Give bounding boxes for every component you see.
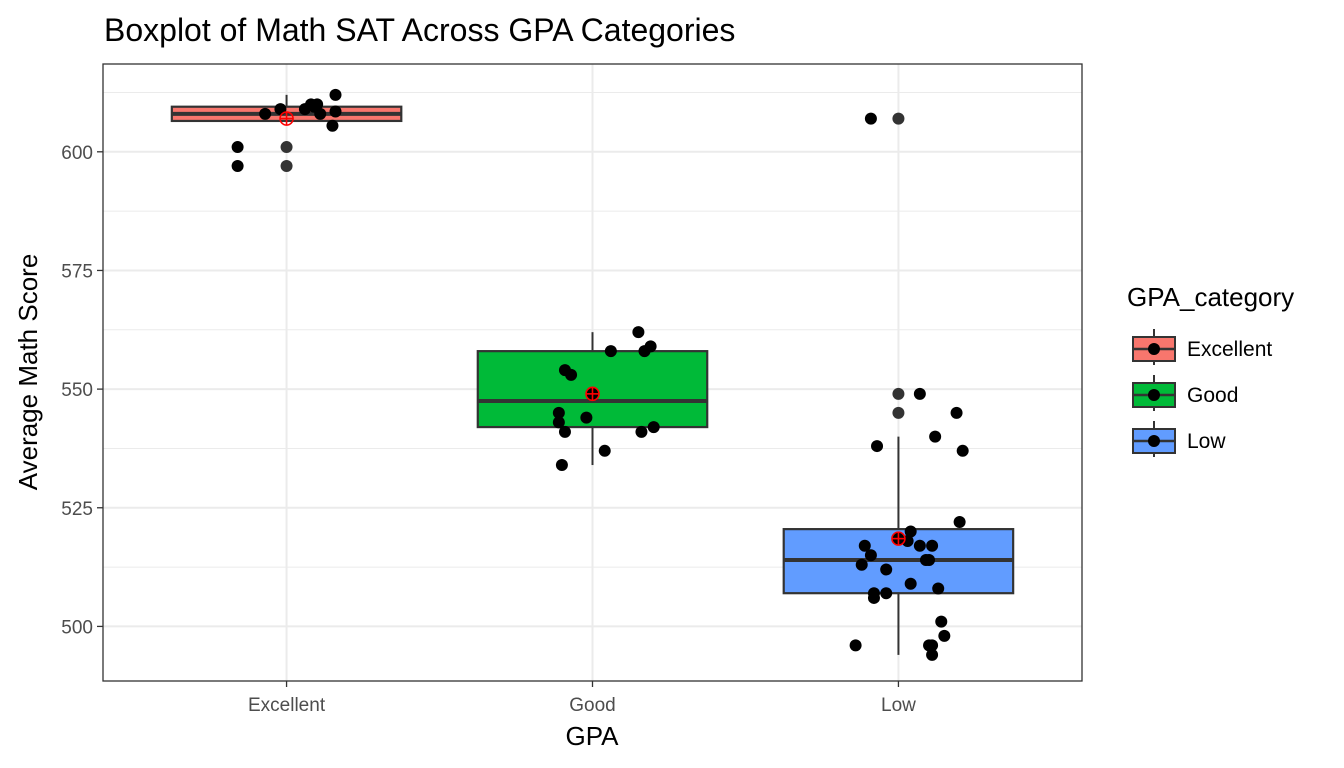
data-point (552, 406, 565, 419)
data-point (932, 582, 945, 595)
data-point (647, 421, 660, 434)
legend-key-point (1148, 343, 1160, 355)
mean-marker (279, 111, 294, 126)
mean-marker (585, 386, 600, 402)
data-point (849, 639, 862, 652)
data-points (231, 88, 969, 661)
data-point (558, 425, 571, 438)
data-point (953, 516, 966, 529)
y-tick-label: 550 (61, 380, 93, 401)
legend-label: Good (1187, 384, 1238, 407)
data-point (867, 587, 880, 600)
x-tick-label: Good (569, 695, 615, 716)
data-point (923, 553, 936, 566)
data-point (904, 577, 917, 590)
data-point (632, 326, 645, 339)
data-point (231, 160, 244, 173)
data-point (314, 107, 327, 120)
legend-item-excellent: Excellent (1132, 329, 1272, 365)
data-point (950, 406, 963, 419)
data-point (635, 425, 648, 438)
outlier-point (280, 160, 293, 173)
data-point (926, 648, 939, 661)
mean-marker (891, 531, 906, 546)
legend-item-good: Good (1132, 375, 1238, 411)
data-point (274, 103, 287, 116)
data-point (329, 105, 342, 118)
data-point (644, 340, 657, 353)
data-point (864, 112, 877, 125)
legend: GPA_category Excellent Good Low (1127, 282, 1294, 457)
data-point (938, 629, 951, 642)
data-point (855, 558, 868, 571)
data-point (565, 368, 578, 381)
data-point (913, 387, 926, 400)
outlier-point (280, 141, 293, 154)
y-axis: 500 525 550 575 600 (61, 143, 103, 638)
y-tick-label: 500 (61, 617, 93, 638)
grid-lines (103, 64, 1082, 681)
outlier-point (892, 406, 905, 419)
box-good (476, 332, 709, 466)
data-point (580, 411, 593, 424)
data-point (880, 587, 893, 600)
outlier-point (892, 387, 905, 400)
data-point (552, 416, 565, 429)
data-point (904, 525, 917, 538)
y-tick-label: 525 (61, 499, 93, 520)
data-point (604, 345, 617, 358)
outlier-point (892, 112, 905, 125)
data-point (311, 98, 324, 111)
data-point (913, 539, 926, 552)
x-axis: Excellent Good Low (248, 681, 916, 716)
data-point (858, 539, 871, 552)
mean-markers (279, 111, 906, 546)
data-point (926, 639, 939, 652)
data-point (880, 563, 893, 576)
chart-title: Boxplot of Math SAT Across GPA Categorie… (104, 12, 735, 48)
x-tick-label: Excellent (248, 695, 326, 716)
data-point (326, 119, 339, 132)
legend-item-low: Low (1132, 421, 1226, 457)
data-point (555, 459, 568, 472)
legend-title: GPA_category (1127, 282, 1294, 312)
legend-label: Excellent (1187, 338, 1272, 361)
legend-key-point (1148, 435, 1160, 447)
data-point (956, 444, 969, 457)
data-point (926, 539, 939, 552)
data-point (929, 430, 942, 443)
y-tick-label: 600 (61, 143, 93, 164)
box-body (476, 350, 709, 429)
legend-label: Low (1187, 430, 1226, 453)
data-point (598, 444, 611, 457)
data-point (935, 615, 948, 628)
x-axis-title: GPA (566, 721, 620, 751)
data-point (864, 549, 877, 562)
x-tick-label: Low (881, 695, 916, 716)
legend-key-point (1148, 389, 1160, 401)
data-point (259, 107, 272, 120)
y-axis-title: Average Math Score (13, 254, 43, 491)
data-point (329, 88, 342, 101)
y-tick-label: 575 (61, 261, 93, 282)
data-point (231, 141, 244, 154)
data-point (871, 440, 884, 453)
